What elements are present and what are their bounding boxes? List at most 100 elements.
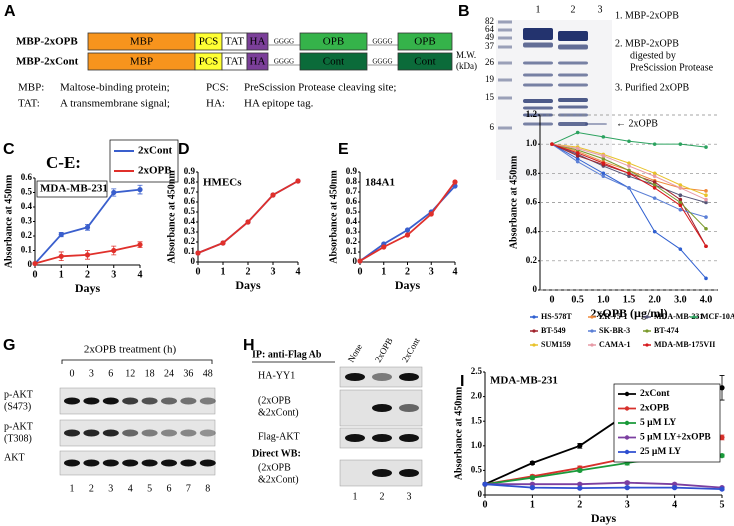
row-label: p-AKT (4, 421, 33, 432)
construct-part (299, 32, 368, 51)
y-tick-label: 1.2 (526, 109, 538, 119)
x-tick-label: 1 (381, 266, 386, 277)
gel-band (523, 99, 553, 103)
legend-marker (590, 343, 594, 347)
y-tick-label: 0.6 (526, 197, 538, 207)
y-tick-label: 1.0 (471, 440, 483, 450)
y-tick-label: 0.6 (21, 172, 33, 182)
legend-marker (645, 343, 649, 347)
blot-band (372, 373, 392, 381)
legend-marker (624, 406, 630, 411)
construct-label: Cont (414, 56, 435, 68)
x-tick-label: 0 (33, 269, 38, 280)
blot-band (399, 469, 419, 477)
data-point (575, 146, 580, 151)
row-label: p-AKT (4, 389, 33, 400)
series-line (197, 180, 299, 254)
key-abbrev: MBP: (18, 82, 44, 94)
data-point (704, 244, 708, 249)
data-point (270, 192, 276, 198)
blot-band (161, 459, 177, 467)
error-bar (85, 250, 90, 260)
error-bar (577, 442, 583, 449)
blot-band (122, 429, 139, 437)
legend-marker (645, 329, 649, 333)
y-tick-label: 0.8 (526, 167, 538, 177)
data-point (652, 229, 657, 234)
x-tick-label: 2.0 (648, 294, 661, 305)
mw-marker: 15 (485, 92, 495, 102)
gel-band (585, 123, 607, 125)
mw-label: M.W. (456, 50, 476, 60)
lane-number: 2 (571, 4, 576, 15)
construct-part (397, 52, 453, 71)
legend-label: 2xOPB (640, 404, 670, 414)
data-point (704, 193, 708, 198)
x-tick-label: 0.5 (571, 294, 584, 305)
time-label: 3 (89, 368, 94, 379)
construct-name: MBP-2xOPB (16, 36, 78, 48)
gel (496, 20, 612, 180)
construct-label: GGGG (372, 38, 392, 46)
row-label: HA-YY1 (258, 370, 295, 381)
blot-band (122, 397, 139, 405)
plot-title: MDA-MB-231 (40, 183, 108, 195)
data-point (704, 189, 708, 193)
blot-band (64, 459, 80, 467)
y-tick-label: 0.3 (21, 216, 33, 226)
y-tick-label: 0.3 (346, 226, 358, 236)
blot-band (83, 429, 100, 437)
x-tick-label: 2 (246, 266, 251, 277)
y-tick-label: 2.0 (471, 391, 483, 401)
error-bar (624, 480, 630, 485)
data-point (704, 215, 708, 219)
data-point (627, 168, 631, 173)
blot-band (83, 459, 100, 467)
x-tick-label: 0 (483, 499, 488, 510)
y-tick-label: 0.3 (184, 226, 196, 236)
data-point (404, 232, 411, 238)
error-bar (624, 486, 630, 490)
time-label: 12 (125, 368, 135, 379)
lane-number: 3 (108, 483, 113, 494)
panel-letter: B (458, 3, 470, 20)
data-point (627, 139, 631, 144)
blot-band (199, 429, 216, 437)
ladder-band (498, 36, 512, 40)
key-text: HA epitope tag. (244, 98, 314, 110)
y-tick-label: 0.4 (346, 216, 358, 226)
data-point (652, 171, 657, 176)
gel-note: 1. MBP-2xOPB (615, 10, 679, 21)
x-tick-label: 3 (111, 269, 116, 280)
y-tick-label: 0.5 (471, 464, 483, 474)
gel-band (523, 61, 553, 65)
lane-number: 3 (407, 491, 412, 502)
data-point (428, 211, 434, 217)
data-point (704, 197, 708, 202)
y-tick-label: 0.8 (346, 176, 358, 186)
panel-letter: H (243, 337, 255, 354)
error-bar (529, 486, 535, 490)
legend-label: SUM159 (541, 340, 571, 349)
blot-band (399, 373, 419, 381)
legend-marker (590, 329, 594, 333)
legend-marker (624, 420, 630, 426)
blot-band (102, 397, 119, 405)
y-axis-label: Absorbance at 450nm (328, 170, 339, 264)
y-tick-label: 0 (28, 259, 33, 269)
legend-marker (692, 315, 696, 319)
gel-band (558, 122, 588, 126)
construct-label: OPB (323, 36, 344, 48)
mw-marker: 19 (485, 74, 495, 84)
time-label: 6 (108, 368, 113, 379)
blot-band (141, 397, 158, 405)
data-point (704, 276, 708, 281)
lane-number: 2 (380, 491, 385, 502)
series-line (359, 181, 456, 262)
legend-marker (624, 391, 630, 397)
time-label: 0 (70, 368, 75, 379)
time-label: 18 (145, 368, 155, 379)
data-point (704, 226, 708, 231)
blot-band (345, 434, 365, 442)
